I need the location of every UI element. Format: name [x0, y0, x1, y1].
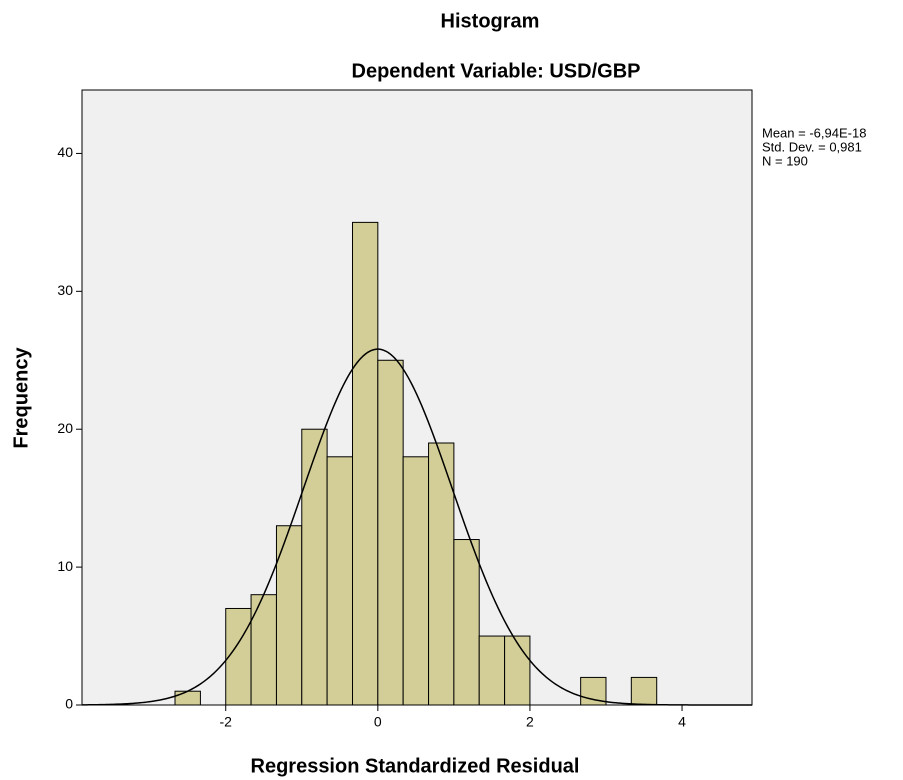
y-tick-label: 30	[57, 282, 73, 298]
bar	[580, 676, 607, 706]
bar	[250, 594, 277, 706]
x-axis-label: Regression Standardized Residual	[251, 755, 580, 777]
x-tick-label: 2	[526, 714, 534, 730]
stat-label: Std. Dev. = 0,981	[762, 139, 862, 154]
x-tick-label: 0	[374, 714, 382, 730]
bar	[174, 690, 201, 706]
bar	[377, 359, 404, 706]
bar	[478, 635, 506, 706]
stat-label: N = 190	[762, 153, 808, 168]
bar	[504, 635, 531, 706]
bar	[225, 607, 252, 706]
bar	[275, 525, 303, 706]
y-tick-label: 10	[57, 558, 73, 574]
chart-subtitle: Dependent Variable: USD/GBP	[352, 60, 641, 82]
bar	[428, 442, 455, 706]
y-tick-label: 0	[65, 696, 73, 712]
normal-curve	[81, 348, 752, 706]
bar	[453, 539, 480, 706]
x-tick-label: -2	[220, 714, 233, 730]
y-tick-label: 40	[57, 144, 73, 160]
stat-label: Mean = -6,94E-18	[762, 125, 866, 140]
bar	[630, 676, 658, 706]
bar	[326, 456, 354, 706]
bar	[352, 221, 379, 706]
y-axis-label: Frequency	[10, 347, 32, 449]
y-tick-label: 20	[57, 420, 73, 436]
x-tick-label: 4	[678, 714, 686, 730]
bar	[402, 456, 430, 706]
bar	[301, 428, 328, 706]
chart-title: Histogram	[441, 10, 540, 32]
